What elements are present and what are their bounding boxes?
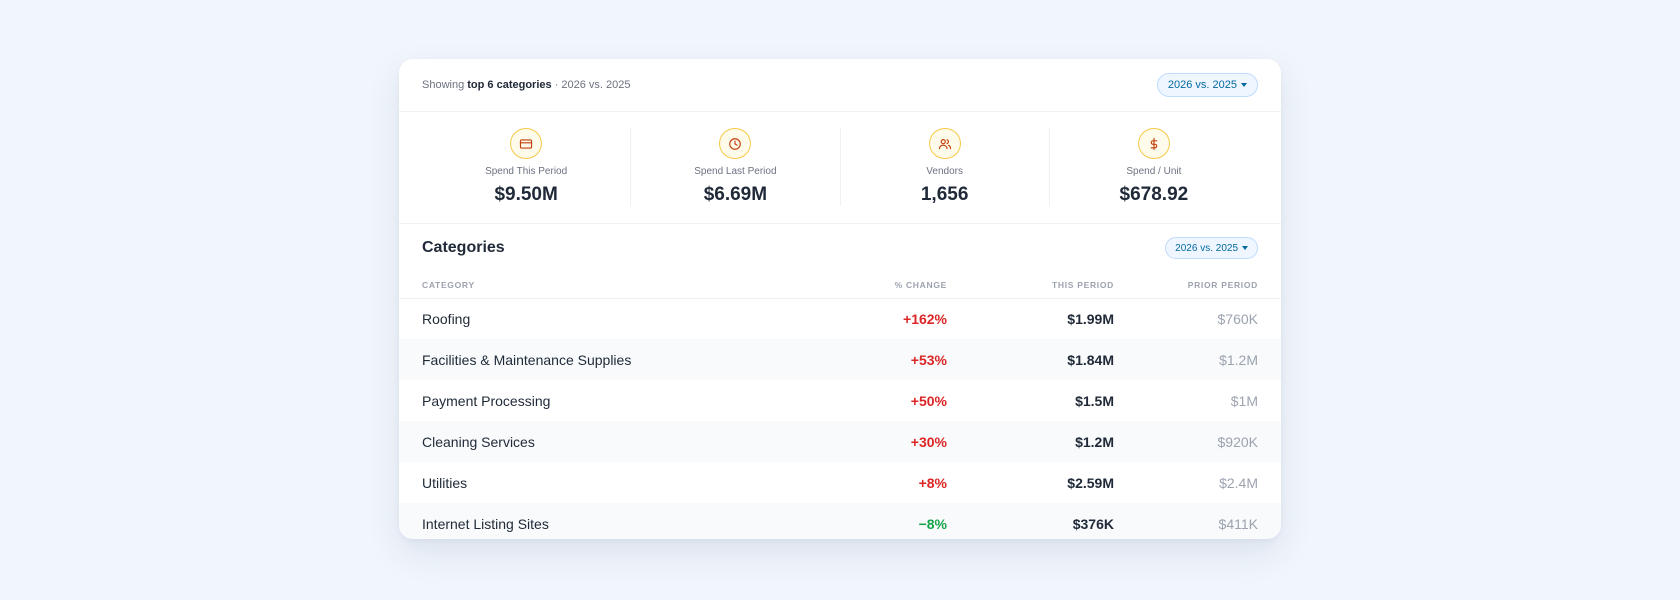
category-name: Internet Listing Sites <box>399 503 787 539</box>
prior-period-value: $1M <box>1230 392 1258 409</box>
kpi-spend-last-period: Spend Last Period $6.69M <box>631 128 841 206</box>
credit-card-icon <box>510 128 543 159</box>
category-name: Cleaning Services <box>399 421 787 462</box>
caret-down-icon <box>1242 246 1248 250</box>
kpi-value: $6.69M <box>703 184 768 205</box>
dollar-icon <box>1137 128 1170 159</box>
table-header-row: Category % Change This Period Prior Peri… <box>399 272 1281 299</box>
kpi-label: Spend This Period <box>485 166 568 177</box>
column-header-this-period[interactable]: This Period <box>947 272 1114 299</box>
period-selector-label: 2026 vs. 2025 <box>1175 242 1238 254</box>
this-period-value: $376K <box>947 503 1114 539</box>
percent-change: +8% <box>918 474 947 491</box>
percent-change: +53% <box>787 339 947 380</box>
showing-prefix: Showing <box>422 79 465 91</box>
prior-period-value: $411K <box>1114 503 1281 539</box>
this-period-value: $2.59M <box>1067 474 1114 491</box>
kpi-value: 1,656 <box>920 184 969 205</box>
showing-comparison: · 2026 vs. 2025 <box>554 79 631 91</box>
table-row[interactable]: Facilities & Maintenance Supplies +53% $… <box>399 339 1281 380</box>
categories-header: Categories 2026 vs. 2025 <box>399 224 1281 272</box>
kpi-spend-this-period: Spend This Period $9.50M <box>422 128 632 206</box>
categories-table: Category % Change This Period Prior Peri… <box>399 272 1281 539</box>
column-header-change[interactable]: % Change <box>787 272 947 299</box>
prior-period-value: $920K <box>1114 421 1281 462</box>
table-row[interactable]: Utilities +8% $2.59M $2.4M <box>399 462 1281 503</box>
table-row[interactable]: Cleaning Services +30% $1.2M $920K <box>399 421 1281 462</box>
kpi-row: Spend This Period $9.50M Spend Last Peri… <box>399 112 1281 224</box>
kpi-label: Spend Last Period <box>694 166 777 177</box>
kpi-value: $9.50M <box>494 184 558 205</box>
percent-change: −8% <box>787 503 947 539</box>
summary-header: Showing top 6 categories · 2026 vs. 2025… <box>399 59 1281 112</box>
this-period-value: $1.5M <box>1075 392 1114 409</box>
kpi-value: $678.92 <box>1119 184 1189 205</box>
categories-title: Categories <box>422 239 505 256</box>
category-name: Roofing <box>422 310 471 327</box>
table-row[interactable]: Internet Listing Sites −8% $376K $411K <box>399 503 1281 539</box>
this-period-value: $1.84M <box>947 339 1114 380</box>
caret-down-icon <box>1241 83 1247 87</box>
spend-summary-card: Showing top 6 categories · 2026 vs. 2025… <box>399 59 1281 539</box>
categories-period-selector-button[interactable]: 2026 vs. 2025 <box>1165 237 1258 259</box>
this-period-value: $1.99M <box>1067 310 1114 327</box>
category-name: Facilities & Maintenance Supplies <box>399 339 787 380</box>
column-header-prior-period[interactable]: Prior Period <box>1114 272 1281 299</box>
kpi-label: Spend / Unit <box>1126 166 1182 177</box>
prior-period-value: $760K <box>1217 310 1258 327</box>
column-header-category[interactable]: Category <box>399 272 787 299</box>
category-name: Payment Processing <box>422 392 551 409</box>
kpi-spend-per-unit: Spend / Unit $678.92 <box>1050 128 1258 206</box>
period-selector-button[interactable]: 2026 vs. 2025 <box>1156 73 1258 97</box>
table-row[interactable]: Roofing +162% $1.99M $760K <box>399 298 1281 339</box>
showing-text: Showing top 6 categories · 2026 vs. 2025 <box>422 79 631 91</box>
users-icon <box>928 128 961 159</box>
clock-icon <box>719 128 752 159</box>
period-selector-label: 2026 vs. 2025 <box>1167 79 1237 91</box>
prior-period-value: $2.4M <box>1219 474 1258 491</box>
category-name: Utilities <box>422 474 468 491</box>
table-row[interactable]: Payment Processing +50% $1.5M $1M <box>399 380 1281 421</box>
percent-change: +50% <box>910 392 947 409</box>
showing-count: top 6 categories <box>467 79 552 91</box>
percent-change: +30% <box>787 421 947 462</box>
prior-period-value: $1.2M <box>1114 339 1281 380</box>
kpi-label: Vendors <box>926 166 963 177</box>
this-period-value: $1.2M <box>947 421 1114 462</box>
kpi-vendors: Vendors 1,656 <box>841 128 1050 206</box>
percent-change: +162% <box>903 310 947 327</box>
